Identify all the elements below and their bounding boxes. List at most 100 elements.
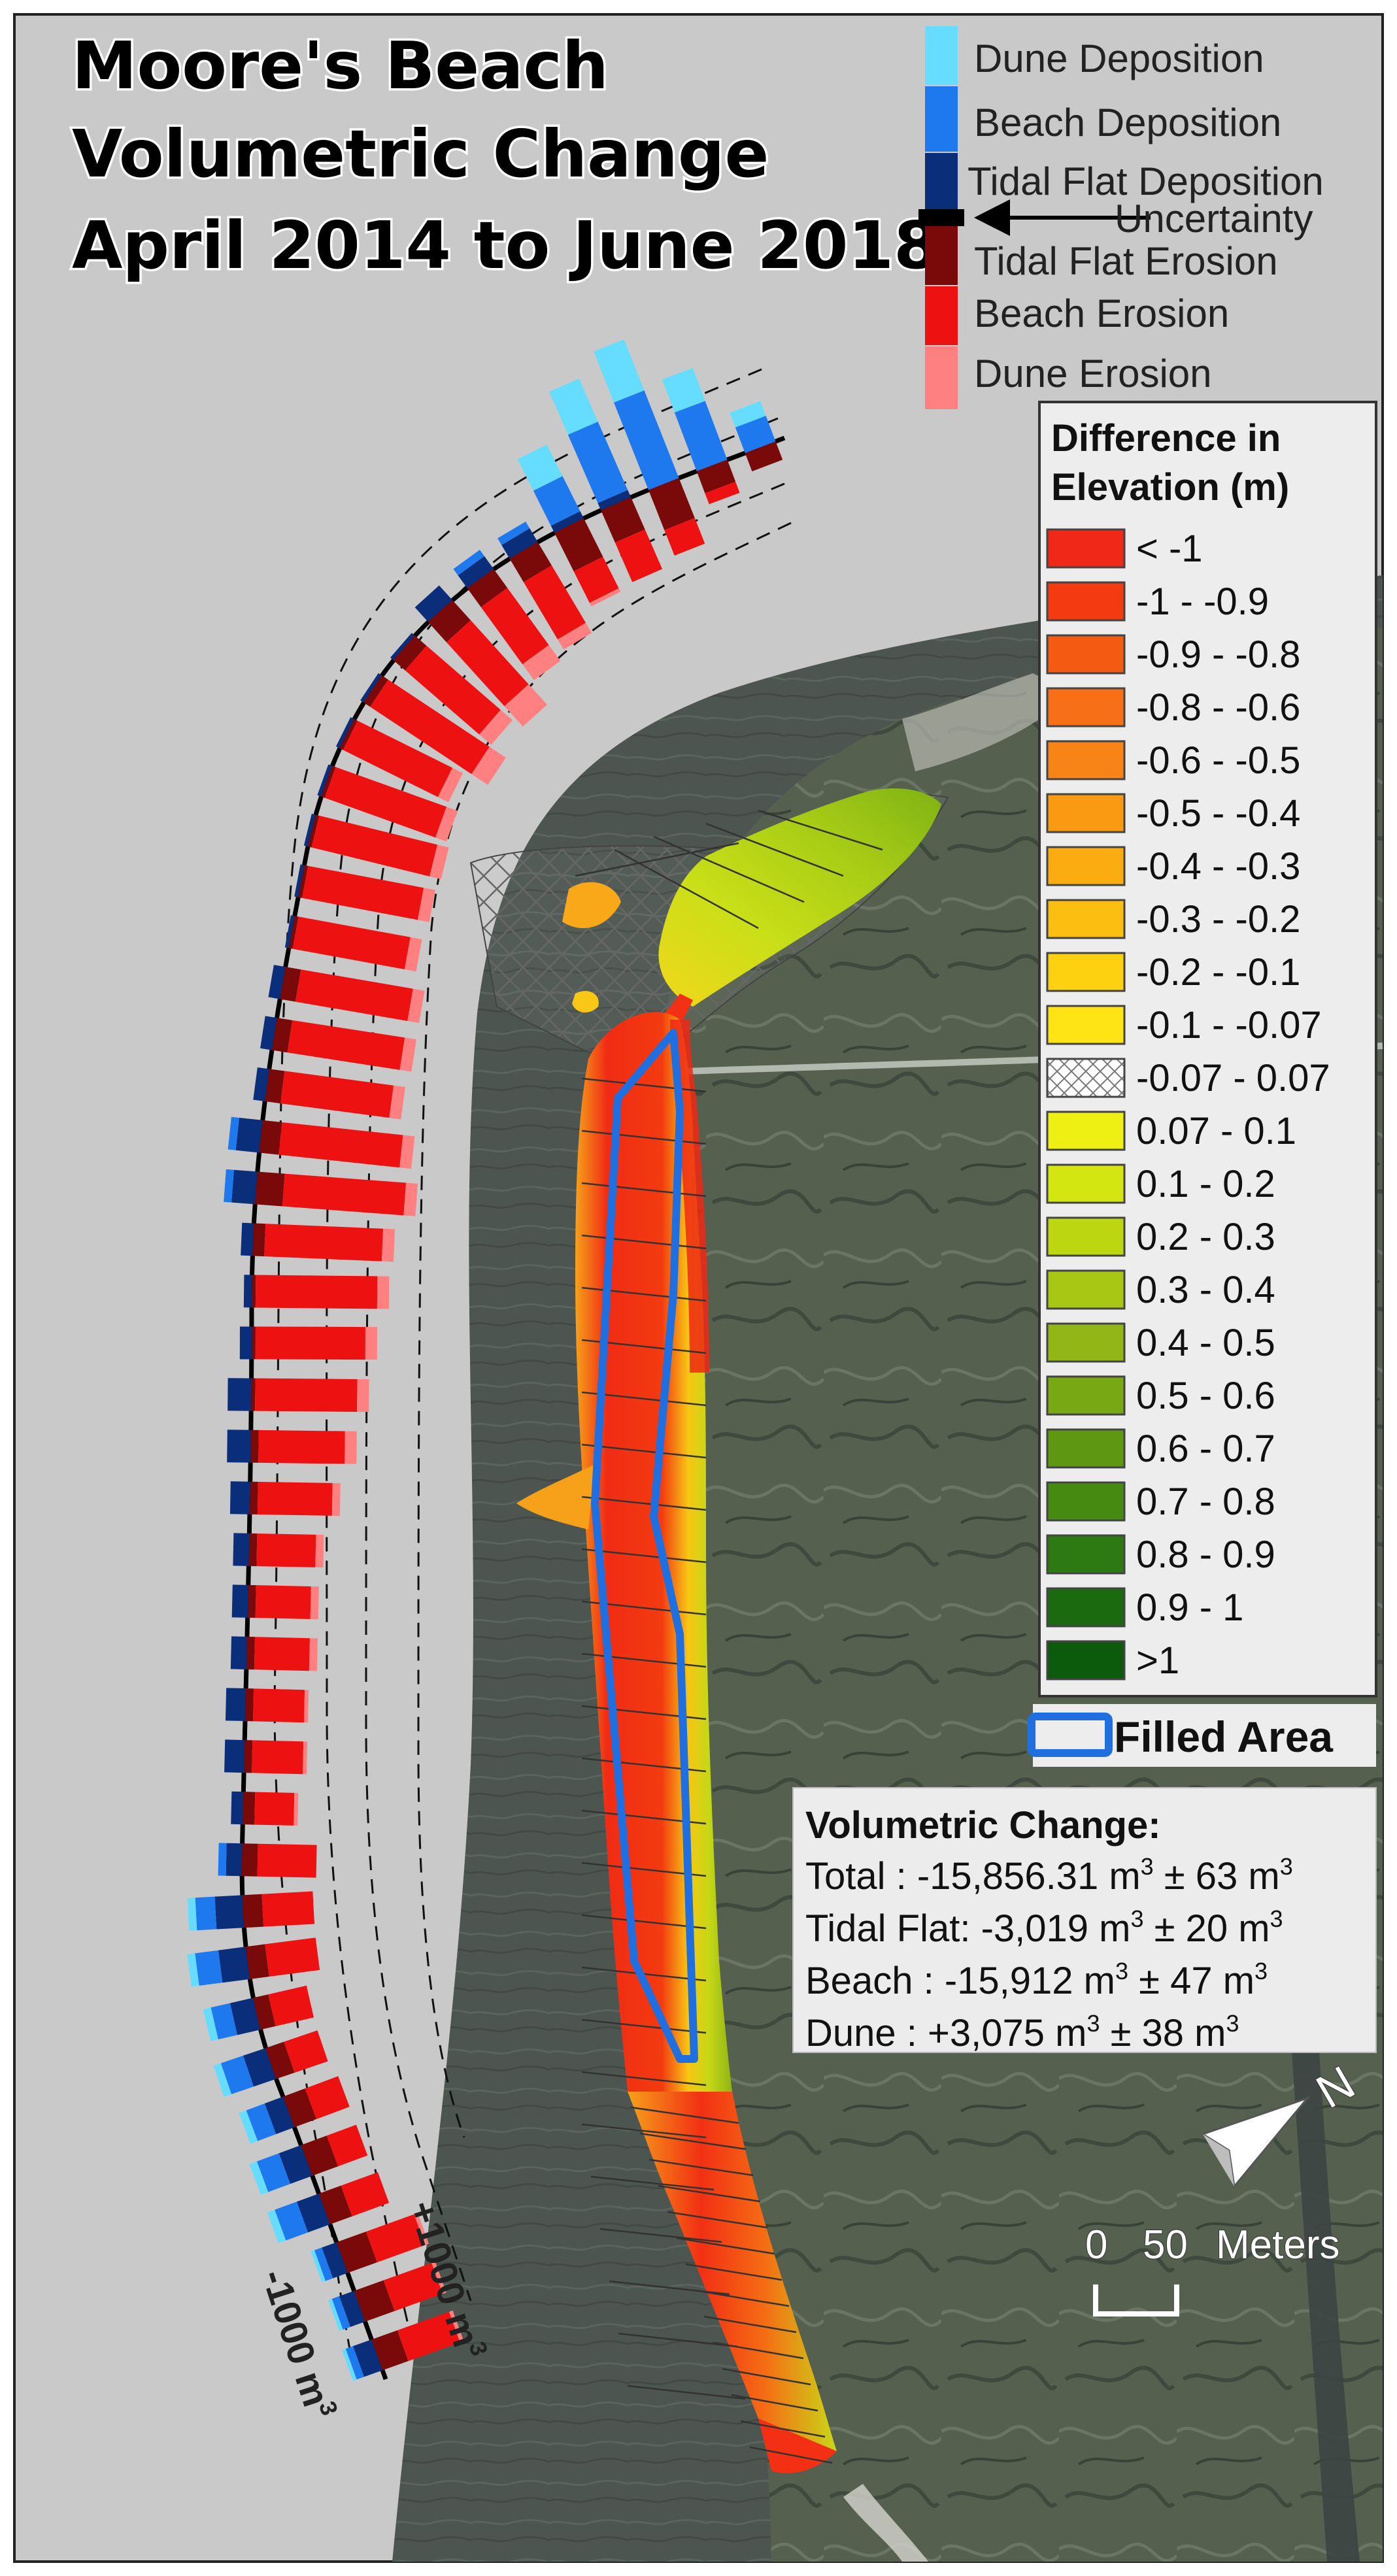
transect-bar-erosion: [357, 1379, 369, 1413]
dune-line-red: [670, 1019, 709, 1373]
transect-bar-erosion: [745, 441, 783, 472]
transect-bar-group: [227, 1378, 369, 1413]
transect-bar-erosion: [258, 1430, 345, 1464]
elevation-class-label: -0.3 - -0.2: [1136, 898, 1300, 941]
transect-bar-erosion: [696, 460, 736, 493]
transect-chart: -1000 m3 +1000 m3: [187, 339, 792, 2418]
transect-bar-erosion: [268, 1985, 314, 2026]
transect-bar-erosion: [254, 1637, 310, 1671]
elevation-swatch: [1046, 1481, 1126, 1522]
elevation-class-label: 0.5 - 0.6: [1136, 1375, 1275, 1417]
transect-bar-erosion: [407, 988, 425, 1024]
elevation-swatch: [1046, 793, 1126, 833]
transect-bar-erosion: [271, 1018, 293, 1053]
elevation-class-label: 0.9 - 1: [1136, 1586, 1243, 1629]
transect-bar-group: [187, 1937, 320, 1987]
transect-bar-deposition: [294, 864, 305, 897]
elevation-class-label: 0.4 - 0.5: [1136, 1322, 1275, 1364]
transect-bar-deposition: [218, 1947, 250, 1983]
transect-bar-deposition: [243, 2048, 277, 2087]
plus-minus: ±: [1128, 1960, 1170, 2002]
transect-line: [722, 2367, 811, 2386]
plus-minus: ±: [1154, 1855, 1196, 1898]
arrow-left-icon: [974, 199, 1010, 236]
filled-area-label: Filled Area: [1114, 1713, 1334, 1761]
transect-bar-deposition: [224, 1739, 245, 1773]
transect-bar-erosion: [307, 814, 320, 848]
superscript: 3: [1254, 1958, 1268, 1984]
transect-bar-group: [213, 2030, 328, 2097]
transect-bar-erosion: [558, 622, 592, 650]
transect-bar-deposition: [253, 1067, 269, 1101]
transect-bar-erosion: [399, 1037, 416, 1072]
transect-bar-erosion: [399, 1135, 415, 1169]
transect-bar-erosion: [354, 2280, 395, 2322]
transect-bar-erosion: [363, 675, 388, 707]
transect-bar-erosion: [251, 1275, 256, 1308]
elevation-swatch: [1046, 1163, 1126, 1204]
transect-line: [749, 2446, 833, 2464]
transect-bar-deposition: [296, 2194, 330, 2233]
transect-bar-erosion: [324, 767, 446, 838]
transect-bar-deposition: [229, 1998, 261, 2035]
transect-bar-erosion: [287, 1020, 405, 1070]
transect-bar-deposition: [458, 556, 494, 588]
transect-bar-erosion: [246, 1636, 256, 1670]
volumetric-row-value: -15,856.31 m: [917, 1855, 1141, 1898]
elevation-swatch: [1046, 899, 1126, 939]
transect-bar-erosion: [254, 1792, 295, 1826]
swatch-beach-erosion: [925, 286, 958, 345]
transect-line: [658, 2184, 761, 2203]
transect-bar-deposition: [224, 1169, 234, 1203]
transect-bar-deposition: [218, 1843, 227, 1876]
transect-bar-erosion: [259, 1120, 282, 1155]
transect-bar-erosion: [265, 1069, 285, 1104]
transect-bar-deposition: [594, 339, 645, 403]
elevation-class-label: 0.7 - 0.8: [1136, 1480, 1275, 1523]
transect-bar-erosion: [601, 497, 645, 543]
volumetric-row-uncertainty: 20 m: [1186, 1907, 1270, 1950]
title-line-3: April 2014 to June 2018: [72, 207, 939, 284]
transect-bar-group: [662, 367, 740, 505]
transect-bar-erosion: [381, 1228, 396, 1262]
transect-bar-deposition: [345, 2346, 364, 2380]
transect-line: [581, 2018, 707, 2034]
transect-bar-erosion: [249, 1481, 258, 1514]
elevation-legend-title-2: Elevation (m): [1051, 466, 1289, 509]
transect-bar-erosion: [255, 1378, 358, 1412]
transect-bar-erosion: [252, 1688, 305, 1723]
legend-dune-deposition: Dune Deposition: [974, 37, 1264, 80]
map-title: Moore's Beach Volumetric Change April 20…: [70, 25, 942, 286]
volumetric-row-label: Total :: [805, 1855, 917, 1898]
transect-bar-erosion: [393, 635, 427, 671]
transect-bar-group: [229, 1481, 341, 1516]
transect-line: [731, 2394, 818, 2412]
transect-bar-deposition: [517, 444, 563, 491]
superscript: 3: [1280, 1853, 1293, 1880]
transect-bar-deposition: [342, 2349, 357, 2381]
transect-bar-group: [227, 1430, 357, 1464]
transect-line: [581, 1652, 707, 1668]
transect-bar-group: [239, 1326, 377, 1360]
transect-bar-erosion: [309, 1638, 318, 1671]
transect-bar-erosion: [301, 2135, 339, 2176]
elevation-class-label: -0.8 - -0.6: [1136, 686, 1300, 729]
volumetric-row-value: -15,912 m: [945, 1960, 1115, 2002]
volumetric-row-label: Tidal Flat:: [805, 1907, 981, 1950]
transect-bar-erosion: [257, 1481, 333, 1516]
transect-bar-erosion: [404, 937, 422, 972]
volumetric-row: Tidal Flat: -3,019 m3 ± 20 m3: [805, 1905, 1283, 1950]
elevation-class-label: -0.9 - -0.8: [1136, 633, 1300, 676]
transect-bar-erosion: [523, 565, 586, 640]
transect-bar-group: [294, 864, 435, 922]
plus-minus: ±: [1144, 1907, 1186, 1950]
transect-bar-erosion: [417, 888, 435, 922]
transect-bar-erosion: [435, 807, 458, 842]
transect-bar-erosion: [284, 2030, 328, 2073]
transect-bar-erosion: [648, 478, 695, 530]
elevation-swatch: [1046, 1322, 1126, 1363]
transect-line: [639, 2132, 747, 2150]
elevation-class-label: 0.1 - 0.2: [1136, 1163, 1275, 1205]
transect-line: [590, 2175, 715, 2191]
transect-bar-deposition: [267, 2209, 286, 2243]
